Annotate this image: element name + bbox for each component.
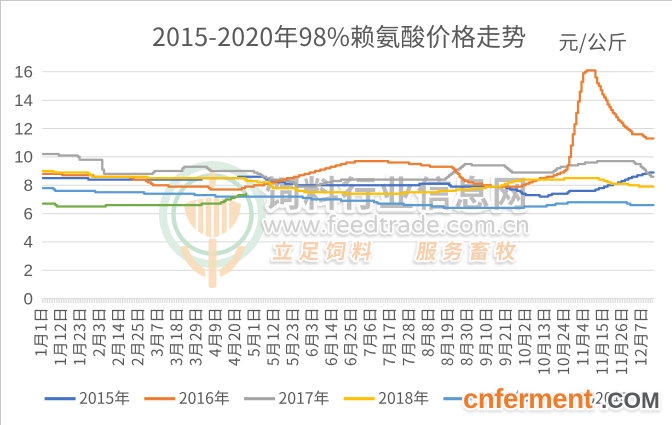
svg-text:cnferment: cnferment [463, 383, 593, 414]
svg-text:16: 16 [14, 63, 33, 82]
svg-text:8: 8 [24, 176, 33, 195]
svg-text:12: 12 [14, 119, 33, 138]
svg-text:cnferment: cnferment [463, 383, 593, 414]
svg-text:0: 0 [24, 289, 33, 308]
svg-text:.COM: .COM [601, 388, 660, 413]
svg-text:14: 14 [14, 91, 33, 110]
svg-text:4: 4 [24, 233, 33, 252]
svg-text:6: 6 [24, 204, 33, 223]
svg-text:.COM: .COM [601, 388, 660, 413]
svg-text:10: 10 [14, 148, 33, 167]
svg-text:2: 2 [24, 261, 33, 280]
